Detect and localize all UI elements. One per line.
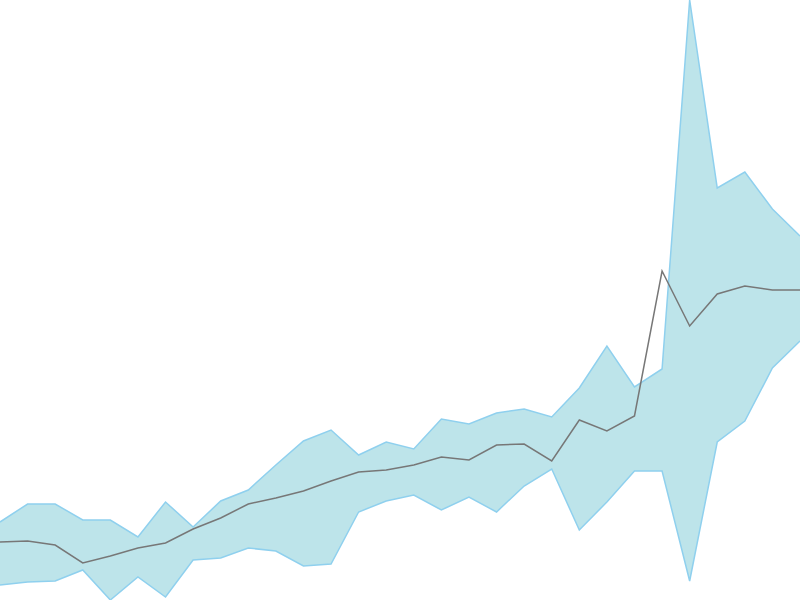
band-upper-edge bbox=[0, 0, 800, 537]
series-line bbox=[0, 271, 800, 563]
band-lower-edge bbox=[0, 341, 800, 600]
plot-area bbox=[0, 0, 800, 600]
range-band bbox=[0, 0, 800, 600]
chart bbox=[0, 0, 800, 600]
